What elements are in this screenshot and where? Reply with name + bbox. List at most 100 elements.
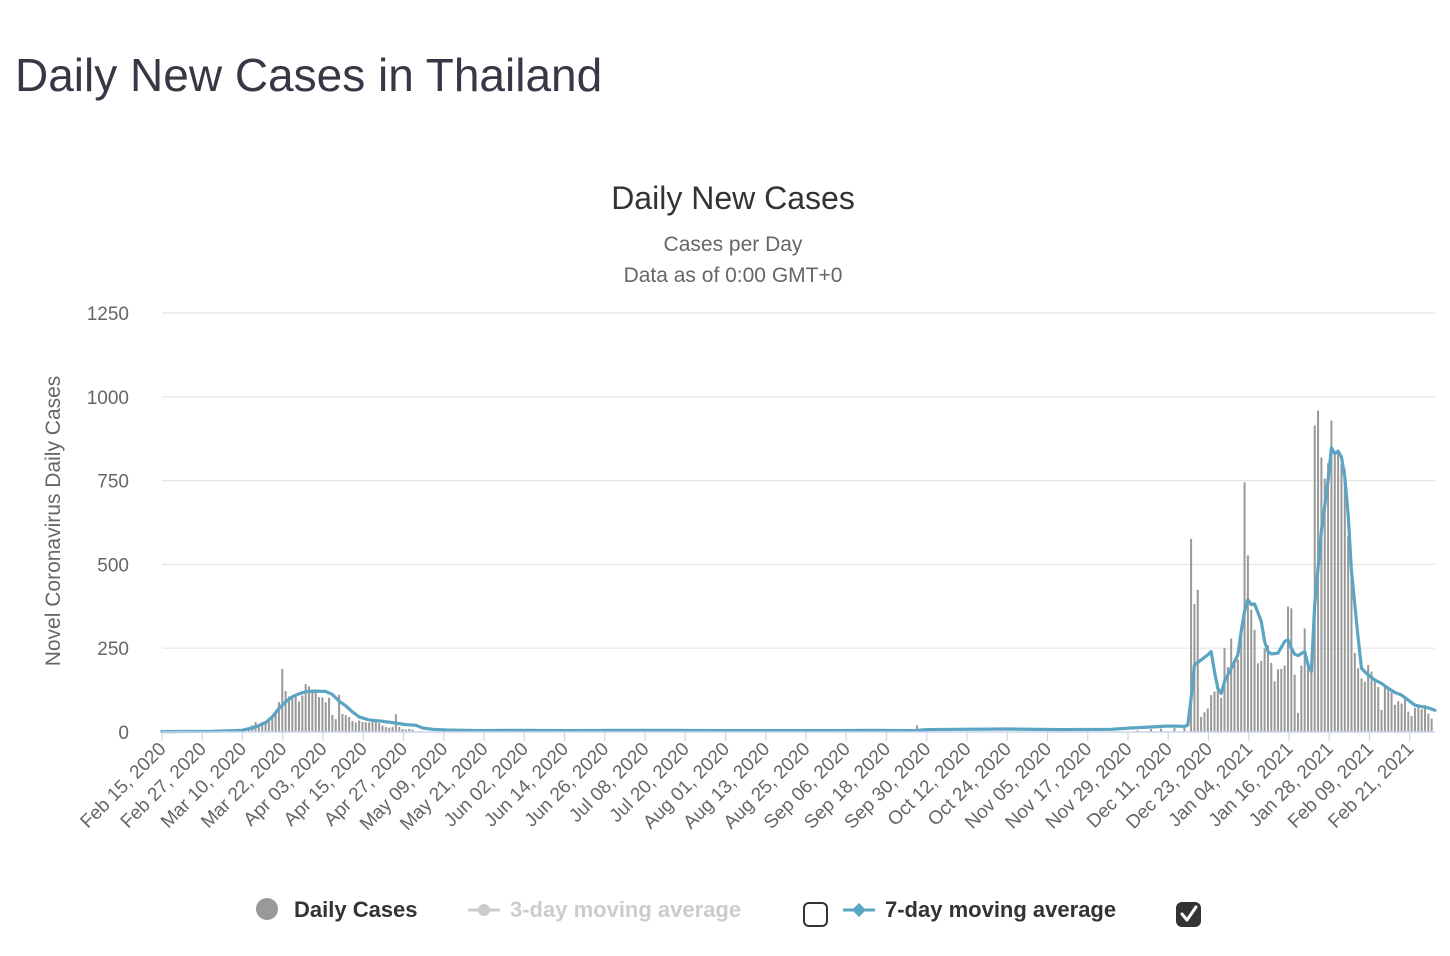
daily-cases-bar	[411, 729, 414, 732]
daily-cases-bar	[1250, 609, 1253, 732]
daily-cases-bar	[264, 720, 267, 732]
page-title: Daily New Cases in Thailand	[15, 49, 603, 101]
daily-cases-bar	[1340, 463, 1343, 732]
daily-cases-bar	[1283, 665, 1286, 732]
daily-cases-bar	[1353, 652, 1356, 732]
seven-day-average-path	[160, 446, 1437, 734]
legend-item-7day-average[interactable]: 7-day moving average	[843, 897, 1116, 922]
daily-cases-bar	[1223, 648, 1226, 732]
daily-cases-bar	[384, 726, 387, 732]
daily-cases-bar	[1270, 662, 1273, 732]
daily-cases-bar	[1206, 708, 1209, 732]
daily-cases-bar	[1150, 728, 1152, 732]
daily-cases-bar	[1360, 678, 1363, 732]
daily-cases-bar	[291, 696, 294, 732]
legend-7day-label: 7-day moving average	[885, 897, 1116, 922]
daily-cases-bar	[1370, 671, 1373, 732]
y-axis-label: Novel Coronavirus Daily Cases	[42, 376, 65, 667]
daily-cases-bar	[1390, 692, 1393, 732]
daily-cases-bar	[1160, 728, 1163, 732]
legend-3day-label: 3-day moving average	[510, 897, 741, 922]
legend-daily-cases-label: Daily Cases	[294, 897, 418, 922]
chart-title: Daily New Cases	[611, 180, 855, 216]
daily-cases-bar	[381, 725, 384, 732]
daily-cases-bar	[1203, 712, 1206, 732]
daily-cases-bar	[1290, 608, 1293, 732]
daily-cases-bar	[1343, 468, 1346, 732]
daily-cases-bar	[1320, 457, 1323, 732]
daily-cases-bar	[1403, 699, 1406, 732]
daily-cases-bar	[368, 722, 371, 732]
daily-cases-bar	[1300, 665, 1303, 732]
daily-cases-bar	[344, 715, 347, 732]
y-tick-label: 0	[118, 723, 129, 744]
daily-cases-bar	[1286, 606, 1289, 732]
chart-subtitle-line-1: Cases per Day	[664, 233, 803, 256]
daily-cases-bar	[1387, 686, 1390, 732]
legend-item-daily-cases[interactable]: Daily Cases	[256, 897, 418, 922]
daily-cases-bar	[404, 729, 407, 732]
daily-cases-bar	[1410, 715, 1413, 732]
daily-cases-bar	[308, 686, 311, 732]
daily-cases-bar	[354, 722, 357, 732]
legend: Daily Cases 3-day moving average 7-day m…	[256, 897, 1201, 927]
daily-cases-bar	[1430, 718, 1433, 732]
daily-cases-bar	[1310, 669, 1313, 732]
daily-cases-bar	[1427, 713, 1430, 732]
daily-cases-bar	[1216, 683, 1219, 732]
daily-cases-bar	[1226, 666, 1229, 732]
daily-cases-bar	[408, 728, 411, 732]
daily-cases-bar	[271, 715, 274, 732]
daily-cases-bar	[1333, 453, 1336, 732]
daily-cases-bar	[261, 721, 264, 732]
daily-cases-bar	[1337, 452, 1340, 732]
daily-cases-bar	[247, 728, 250, 732]
legend-daily-cases-marker	[256, 898, 278, 920]
daily-cases-bar	[331, 714, 334, 732]
seven-day-average-line	[160, 446, 1437, 734]
y-tick-label: 750	[97, 472, 129, 493]
daily-cases-bar	[1367, 664, 1370, 732]
daily-cases-bar	[1400, 703, 1403, 732]
daily-cases-bar	[294, 694, 297, 732]
daily-cases-bar	[311, 689, 314, 732]
daily-cases-bar	[1236, 659, 1239, 732]
daily-cases-bar	[398, 726, 401, 732]
daily-cases-bar	[1293, 674, 1296, 732]
daily-cases-bar	[916, 725, 919, 732]
daily-cases-bar	[1276, 669, 1279, 732]
legend-3day-marker	[478, 904, 490, 916]
daily-cases-bar	[351, 720, 354, 732]
legend-7day-diamond-icon	[852, 903, 866, 917]
daily-cases-bar	[1330, 420, 1333, 732]
daily-cases-bar	[1423, 705, 1426, 732]
checkbox-3day-average[interactable]	[803, 902, 828, 927]
daily-cases-bar	[281, 668, 284, 732]
daily-cases-bar	[1397, 701, 1400, 732]
daily-cases-bar	[388, 727, 391, 732]
daily-cases-bar	[401, 728, 404, 732]
legend-item-3day-average[interactable]: 3-day moving average	[468, 897, 741, 922]
daily-cases-bar	[1190, 538, 1193, 732]
daily-cases-bar	[378, 722, 381, 732]
daily-cases-bar	[1136, 730, 1139, 732]
checkbox-7day-average[interactable]	[1176, 902, 1201, 927]
daily-cases-bar	[374, 721, 377, 732]
daily-cases-bar	[1377, 687, 1380, 732]
daily-cases-bar	[1280, 668, 1283, 732]
daily-cases-bar	[1313, 425, 1316, 732]
daily-cases-bar	[341, 713, 344, 732]
daily-cases-bar	[391, 726, 394, 732]
daily-cases-bar	[328, 697, 331, 732]
daily-cases-bar	[348, 716, 351, 732]
daily-cases-bar	[1210, 695, 1213, 732]
daily-cases-bar	[321, 697, 324, 732]
daily-cases-bar	[371, 720, 374, 732]
daily-cases-bar	[257, 725, 260, 732]
daily-cases-bar	[1260, 660, 1263, 732]
daily-cases-bar	[277, 702, 280, 732]
daily-cases-bar	[364, 722, 367, 732]
y-tick-label: 1000	[87, 388, 129, 409]
daily-cases-bar	[1413, 707, 1416, 732]
